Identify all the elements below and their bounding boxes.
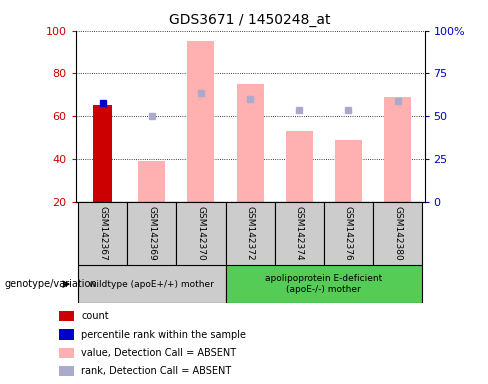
Text: rank, Detection Call = ABSENT: rank, Detection Call = ABSENT <box>81 366 231 376</box>
Bar <box>225 265 422 303</box>
Bar <box>93 106 113 202</box>
Text: GSM142374: GSM142374 <box>295 206 304 261</box>
Text: GSM142372: GSM142372 <box>245 206 255 261</box>
Bar <box>78 265 225 303</box>
Text: value, Detection Call = ABSENT: value, Detection Call = ABSENT <box>81 348 236 358</box>
Bar <box>373 202 422 265</box>
Bar <box>237 84 264 202</box>
Bar <box>138 161 165 202</box>
Text: apolipoprotein E-deficient
(apoE-/-) mother: apolipoprotein E-deficient (apoE-/-) mot… <box>265 275 383 294</box>
Bar <box>59 311 74 321</box>
Text: GSM142369: GSM142369 <box>147 206 156 261</box>
Bar <box>384 97 411 202</box>
Bar <box>324 202 373 265</box>
Text: GSM142380: GSM142380 <box>393 206 402 261</box>
Bar <box>335 140 362 202</box>
Bar <box>187 41 214 202</box>
Bar <box>59 329 74 340</box>
Bar <box>176 202 225 265</box>
Bar <box>127 202 176 265</box>
Text: wildtype (apoE+/+) mother: wildtype (apoE+/+) mother <box>89 280 214 289</box>
Bar <box>59 348 74 358</box>
Bar <box>275 202 324 265</box>
Bar <box>59 366 74 376</box>
Text: GSM142367: GSM142367 <box>98 206 107 261</box>
Text: percentile rank within the sample: percentile rank within the sample <box>81 329 246 339</box>
Text: GSM142376: GSM142376 <box>344 206 353 261</box>
Bar <box>286 131 313 202</box>
Title: GDS3671 / 1450248_at: GDS3671 / 1450248_at <box>169 13 331 27</box>
Bar <box>225 202 275 265</box>
Text: genotype/variation: genotype/variation <box>5 279 98 289</box>
Text: GSM142370: GSM142370 <box>197 206 205 261</box>
Text: count: count <box>81 311 109 321</box>
Bar <box>78 202 127 265</box>
